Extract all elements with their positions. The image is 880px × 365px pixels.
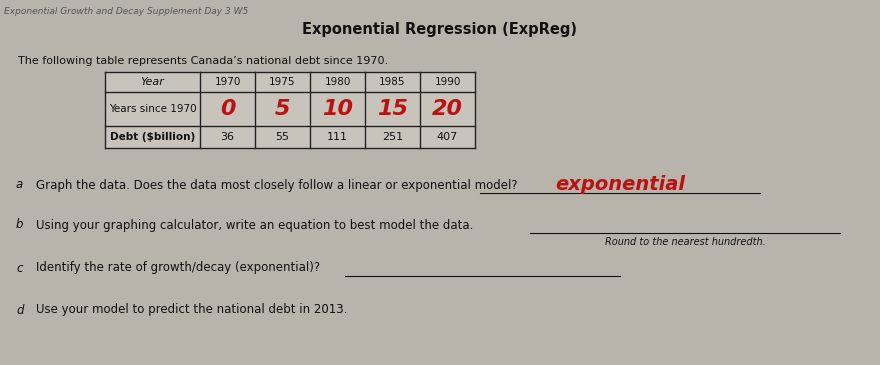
Text: 1980: 1980 (325, 77, 351, 87)
Text: Debt ($billion): Debt ($billion) (110, 132, 195, 142)
Text: 407: 407 (436, 132, 458, 142)
Text: c: c (16, 261, 23, 274)
Text: d: d (16, 304, 24, 316)
Text: 20: 20 (432, 99, 463, 119)
Text: 36: 36 (221, 132, 234, 142)
Bar (105, 72, 475, 148)
Text: Identify the rate of growth/decay (exponential)?: Identify the rate of growth/decay (expon… (36, 261, 320, 274)
Text: Use your model to predict the national debt in 2013.: Use your model to predict the national d… (36, 304, 348, 316)
Text: 1990: 1990 (435, 77, 461, 87)
Text: exponential: exponential (555, 175, 685, 194)
Text: 5: 5 (275, 99, 290, 119)
Text: 1970: 1970 (215, 77, 241, 87)
Text: 0: 0 (220, 99, 235, 119)
Text: Year: Year (141, 77, 165, 87)
Text: 15: 15 (377, 99, 408, 119)
Text: Graph the data. Does the data most closely follow a linear or exponential model?: Graph the data. Does the data most close… (36, 178, 517, 192)
Text: 251: 251 (382, 132, 403, 142)
Text: b: b (16, 219, 24, 231)
Text: 55: 55 (275, 132, 290, 142)
Text: 10: 10 (322, 99, 353, 119)
Text: 1975: 1975 (269, 77, 296, 87)
Text: a: a (16, 178, 23, 192)
Text: Years since 1970: Years since 1970 (109, 104, 196, 114)
Text: Exponential Growth and Decay Supplement Day 3 W5: Exponential Growth and Decay Supplement … (4, 7, 248, 16)
Text: Exponential Regression (ExpReg): Exponential Regression (ExpReg) (303, 22, 577, 37)
Text: The following table represents Canada’s national debt since 1970.: The following table represents Canada’s … (18, 56, 388, 66)
Text: Round to the nearest hundredth.: Round to the nearest hundredth. (605, 237, 766, 247)
Text: 1985: 1985 (379, 77, 406, 87)
Text: Using your graphing calculator, write an equation to best model the data.: Using your graphing calculator, write an… (36, 219, 473, 231)
Text: 111: 111 (327, 132, 348, 142)
